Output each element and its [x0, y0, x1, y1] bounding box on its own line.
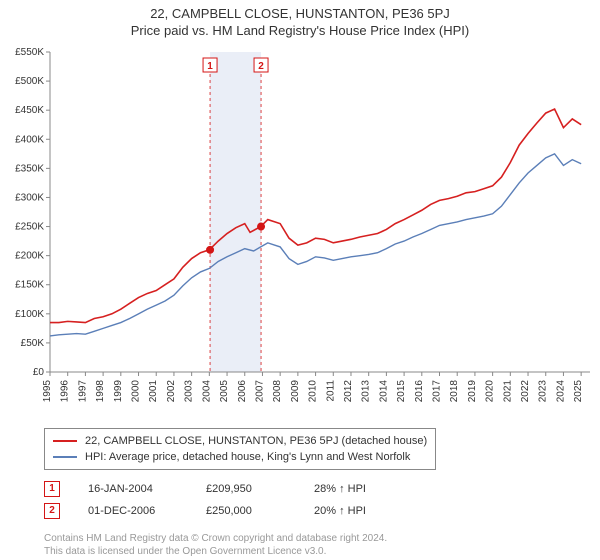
svg-text:2000: 2000: [131, 380, 142, 403]
svg-text:2011: 2011: [325, 380, 336, 402]
svg-text:2014: 2014: [378, 380, 389, 403]
svg-text:1998: 1998: [95, 380, 106, 403]
footer-line: This data is licensed under the Open Gov…: [44, 545, 600, 558]
svg-text:2015: 2015: [396, 380, 407, 403]
svg-text:2022: 2022: [520, 380, 531, 403]
svg-text:2020: 2020: [485, 380, 496, 403]
svg-text:1: 1: [207, 61, 213, 72]
svg-text:2002: 2002: [166, 380, 177, 403]
svg-text:2: 2: [258, 61, 264, 72]
svg-text:2012: 2012: [343, 380, 354, 403]
svg-text:£200K: £200K: [15, 251, 44, 262]
svg-text:2006: 2006: [237, 380, 248, 403]
svg-text:1995: 1995: [42, 380, 53, 403]
legend-item: HPI: Average price, detached house, King…: [53, 449, 427, 465]
svg-text:£550K: £550K: [15, 47, 44, 58]
sale-delta: 28% ↑ HPI: [314, 478, 366, 500]
svg-text:2005: 2005: [219, 380, 230, 403]
legend-swatch: [53, 456, 77, 458]
subtitle: Price paid vs. HM Land Registry's House …: [0, 23, 600, 38]
svg-text:2009: 2009: [290, 380, 301, 403]
svg-text:2008: 2008: [272, 380, 283, 403]
legend: 22, CAMPBELL CLOSE, HUNSTANTON, PE36 5PJ…: [44, 428, 436, 470]
legend-item: 22, CAMPBELL CLOSE, HUNSTANTON, PE36 5PJ…: [53, 433, 427, 449]
footer-line: Contains HM Land Registry data © Crown c…: [44, 532, 600, 545]
sale-date: 16-JAN-2004: [88, 478, 178, 500]
sale-price: £209,950: [206, 478, 286, 500]
sale-marker-icon: 2: [44, 503, 60, 519]
sale-delta: 20% ↑ HPI: [314, 500, 366, 522]
chart-header: 22, CAMPBELL CLOSE, HUNSTANTON, PE36 5PJ…: [0, 0, 600, 38]
svg-text:2003: 2003: [184, 380, 195, 403]
svg-text:£150K: £150K: [15, 280, 44, 291]
svg-text:£0: £0: [33, 367, 45, 378]
svg-text:2013: 2013: [361, 380, 372, 403]
svg-text:2001: 2001: [148, 380, 159, 403]
svg-text:£400K: £400K: [15, 134, 44, 145]
svg-text:£100K: £100K: [15, 309, 44, 320]
legend-label: 22, CAMPBELL CLOSE, HUNSTANTON, PE36 5PJ…: [85, 433, 427, 449]
svg-text:2017: 2017: [432, 380, 443, 403]
svg-text:2007: 2007: [254, 380, 265, 403]
svg-text:£500K: £500K: [15, 76, 44, 87]
sale-row: 2 01-DEC-2006 £250,000 20% ↑ HPI: [44, 500, 600, 522]
svg-text:1999: 1999: [113, 380, 124, 403]
svg-text:2018: 2018: [449, 380, 460, 403]
svg-text:1996: 1996: [60, 380, 71, 403]
sales-list: 1 16-JAN-2004 £209,950 28% ↑ HPI 2 01-DE…: [44, 478, 600, 522]
legend-swatch: [53, 440, 77, 442]
svg-text:2025: 2025: [573, 380, 584, 403]
svg-text:2021: 2021: [502, 380, 513, 403]
svg-text:£450K: £450K: [15, 105, 44, 116]
address-title: 22, CAMPBELL CLOSE, HUNSTANTON, PE36 5PJ: [0, 6, 600, 21]
price-chart: 1 2 £0 £50K £100K £150K £200K £250K £300K £350K £4…: [0, 42, 600, 422]
legend-label: HPI: Average price, detached house, King…: [85, 449, 410, 465]
svg-text:£350K: £350K: [15, 163, 44, 174]
sale-marker-icon: 1: [44, 481, 60, 497]
svg-text:2004: 2004: [201, 380, 212, 403]
svg-text:£50K: £50K: [21, 338, 45, 349]
svg-text:2019: 2019: [467, 380, 478, 403]
svg-text:2010: 2010: [308, 380, 319, 403]
svg-text:2016: 2016: [414, 380, 425, 403]
svg-text:2023: 2023: [538, 380, 549, 403]
svg-text:2024: 2024: [555, 380, 566, 403]
sale-date: 01-DEC-2006: [88, 500, 178, 522]
sale-row: 1 16-JAN-2004 £209,950 28% ↑ HPI: [44, 478, 600, 500]
attribution-footer: Contains HM Land Registry data © Crown c…: [44, 532, 600, 558]
svg-text:£250K: £250K: [15, 222, 44, 233]
svg-text:£300K: £300K: [15, 192, 44, 203]
svg-text:1997: 1997: [77, 380, 88, 403]
sale-price: £250,000: [206, 500, 286, 522]
